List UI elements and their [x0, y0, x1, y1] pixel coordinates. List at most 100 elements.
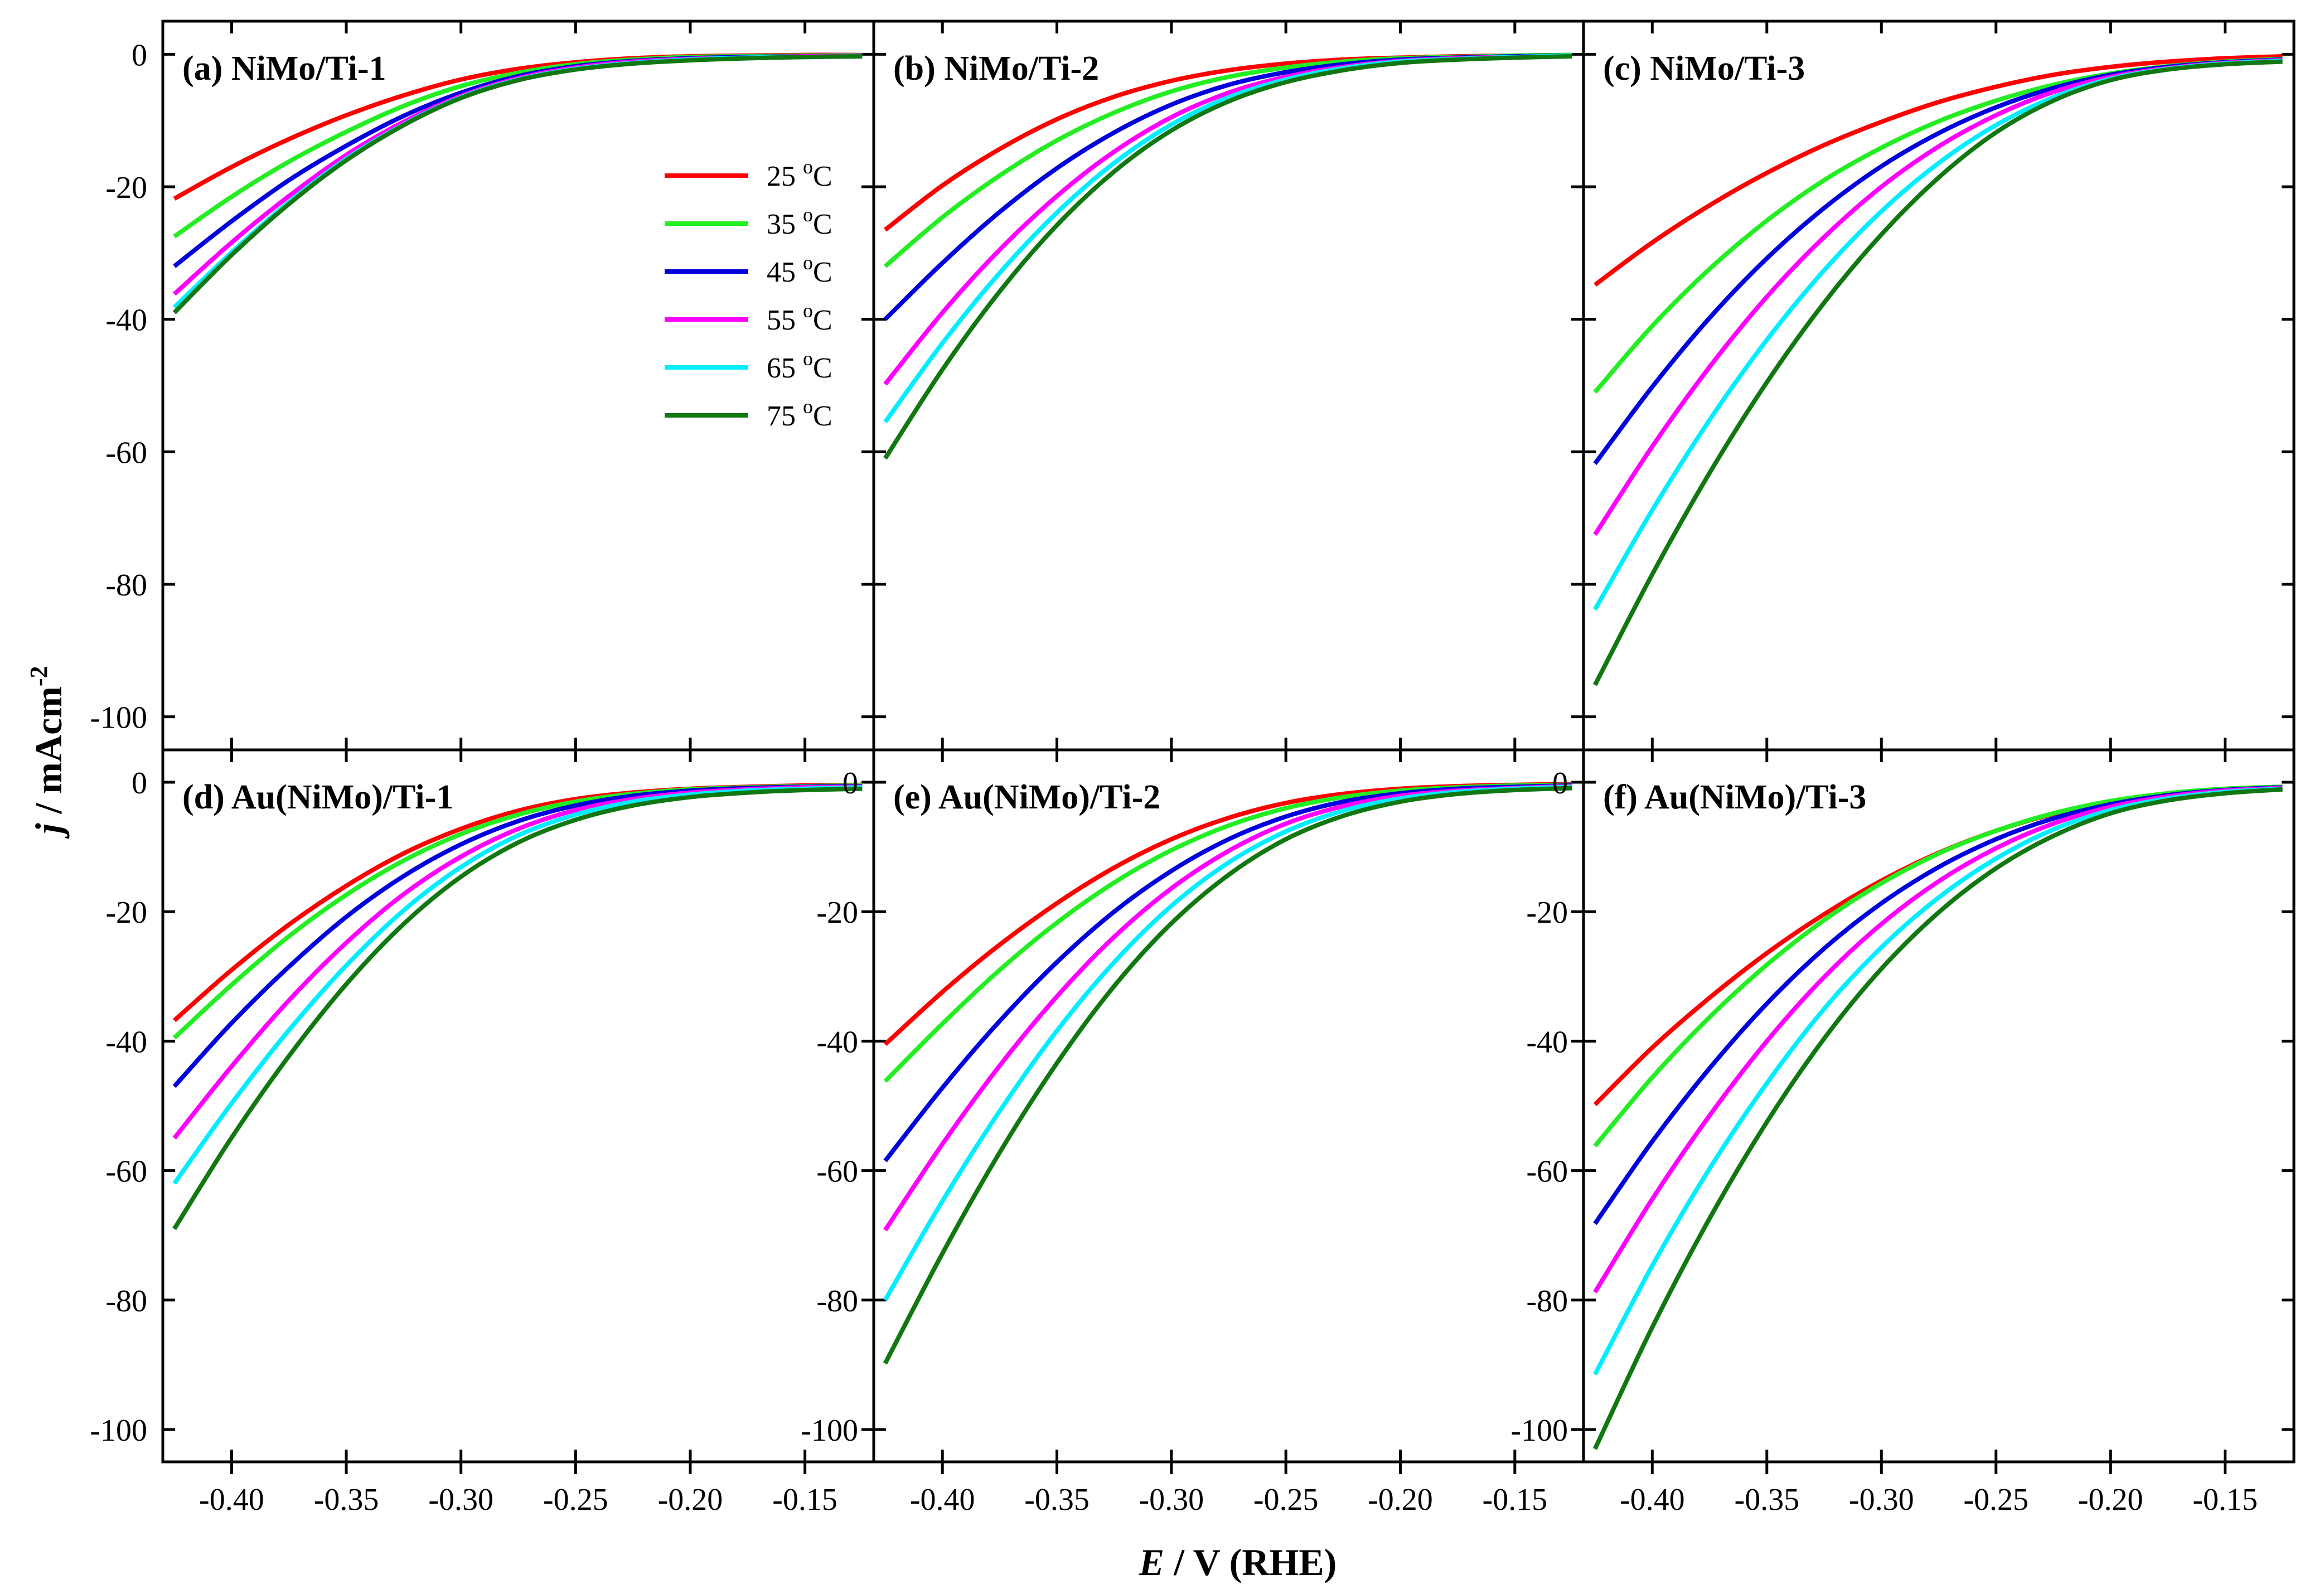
panel-c: (c) NiMo/Ti-3	[1582, 20, 2296, 752]
y-tick-label: -80	[105, 568, 147, 603]
x-tick-label: -0.25	[543, 1482, 608, 1517]
series-line-75C	[1592, 787, 2283, 1450]
series-line-45C	[883, 783, 1572, 1162]
panel-frame	[161, 748, 875, 1464]
y-tick-label: -100	[801, 1413, 858, 1448]
x-tick-label: -0.30	[428, 1482, 493, 1517]
y-tick-label: -40	[816, 1025, 858, 1059]
panel-title: (b) NiMo/Ti-2	[893, 50, 1099, 88]
y-axis-title-sup: -2	[25, 666, 52, 686]
y-tick-label: 0	[132, 766, 147, 801]
x-tick-label: -0.25	[1253, 1482, 1319, 1517]
x-tick-label: -0.30	[1139, 1482, 1204, 1517]
y-tick-label: 0	[843, 766, 858, 801]
y-tick-label: -80	[816, 1284, 858, 1319]
legend-degree: o	[803, 251, 813, 274]
legend-unit: C	[813, 400, 832, 432]
y-tick-label: -100	[1510, 1413, 1568, 1448]
y-tick-label: -60	[105, 435, 147, 470]
series-line-55C	[172, 784, 863, 1140]
y-tick-label: 0	[132, 38, 147, 72]
x-tick-label: -0.40	[199, 1482, 264, 1517]
x-axis-title: E / V (RHE)	[1139, 1541, 1337, 1583]
legend-degree: o	[803, 299, 813, 322]
panel-f: 0 -20 -40 -60 -80 -100 -0.40 -0.35 -0.30 -0.25 -0.…	[1510, 748, 2296, 1517]
panel-title: (a) NiMo/Ti-1	[182, 50, 386, 88]
y-tick-label: -100	[90, 701, 147, 735]
x-tick-label: -0.35	[1734, 1482, 1799, 1517]
panel-title: (f) Au(NiMo)/Ti-3	[1603, 778, 1866, 816]
panel-frame	[872, 20, 1585, 752]
x-tick-label: -0.40	[910, 1482, 975, 1517]
panel-e: 0 -20 -40 -60 -80 -100 -0.40 -0.35 -0.30 -0.25 -0.…	[801, 748, 1585, 1517]
legend-degree: o	[803, 204, 813, 226]
y-tick-label: -20	[105, 171, 147, 205]
legend-value: 65	[767, 352, 803, 384]
legend-item: 65 oC	[665, 347, 832, 384]
panel-b: (b) NiMo/Ti-2	[872, 20, 1585, 752]
x-tick-label: -0.30	[1849, 1482, 1914, 1517]
legend-degree: o	[803, 156, 813, 178]
panel-title: (e) Au(NiMo)/Ti-2	[893, 778, 1160, 816]
y-tick-label: -100	[90, 1413, 147, 1448]
x-tick-label: -0.20	[2078, 1482, 2143, 1517]
y-tick-label: -80	[1526, 1284, 1568, 1319]
legend-item: 55 oC	[665, 299, 832, 336]
series-line-55C	[1593, 786, 2283, 1293]
series-line-35C	[1593, 784, 2283, 1148]
series-line-55C	[883, 784, 1572, 1232]
series-line-35C	[1593, 56, 2283, 394]
legend-unit: C	[813, 209, 832, 240]
series-line-65C	[172, 785, 863, 1185]
panel-frame	[872, 748, 1585, 1464]
series-line-75C	[1592, 59, 2283, 686]
series-line-75C	[172, 786, 863, 1230]
panels: 0 -20 -40 -60 -80 -100 (a) NiMo/Ti-1 (b) NiMo/T…	[90, 20, 2296, 1517]
x-tick-label: -0.15	[1482, 1482, 1547, 1517]
legend-value: 45	[767, 256, 803, 288]
series-line-65C	[883, 784, 1572, 1301]
legend-label: 65 oC	[767, 347, 832, 384]
y-tick-label: -20	[105, 895, 147, 930]
panel-frame	[1582, 748, 2296, 1464]
series-line-25C	[1593, 784, 2283, 1107]
y-tick-label: -40	[1526, 1025, 1568, 1059]
y-tick-label: -60	[1526, 1155, 1568, 1189]
series-line-25C	[883, 782, 1572, 1046]
legend-unit: C	[813, 304, 832, 336]
legend-degree: o	[803, 395, 813, 418]
legend-label: 45 oC	[767, 251, 832, 288]
panel-frame	[1582, 20, 2296, 752]
x-axis-title-italic: E	[1139, 1541, 1164, 1583]
legend-label: 35 oC	[767, 204, 832, 240]
panel-d: 0 -20 -40 -60 -80 -100 -0.40 -0.35 -0.30 -0.25 -0.…	[90, 748, 875, 1517]
y-tick-label: -60	[816, 1155, 858, 1189]
x-tick-label: -0.15	[2192, 1482, 2258, 1517]
legend-item: 75 oC	[665, 395, 832, 432]
y-axis-title-text: / mAcm	[27, 686, 70, 823]
series-line-75C	[172, 54, 863, 314]
panel-frame	[161, 20, 875, 752]
x-tick-label: -0.35	[1024, 1482, 1090, 1517]
panel-title: (d) Au(NiMo)/Ti-1	[182, 778, 453, 816]
x-tick-label: -0.35	[314, 1482, 379, 1517]
y-tick-label: -40	[105, 1025, 147, 1059]
series-line-75C	[883, 786, 1572, 1365]
legend-label: 55 oC	[767, 299, 832, 336]
series-line-75C	[883, 54, 1572, 460]
y-tick-label: -40	[105, 303, 147, 338]
series-line-25C	[1594, 54, 2283, 287]
legend-label: 75 oC	[767, 395, 832, 432]
series-line-65C	[172, 54, 863, 309]
y-tick-label: -60	[105, 1155, 147, 1189]
legend-label: 25 oC	[767, 156, 832, 192]
x-tick-label: -0.20	[1368, 1482, 1433, 1517]
series-line-55C	[172, 53, 863, 296]
legend-value: 25	[767, 161, 803, 192]
legend-unit: C	[813, 256, 832, 288]
legend-unit: C	[813, 161, 832, 192]
legend-value: 55	[767, 304, 803, 336]
y-tick-label: 0	[1552, 766, 1568, 801]
